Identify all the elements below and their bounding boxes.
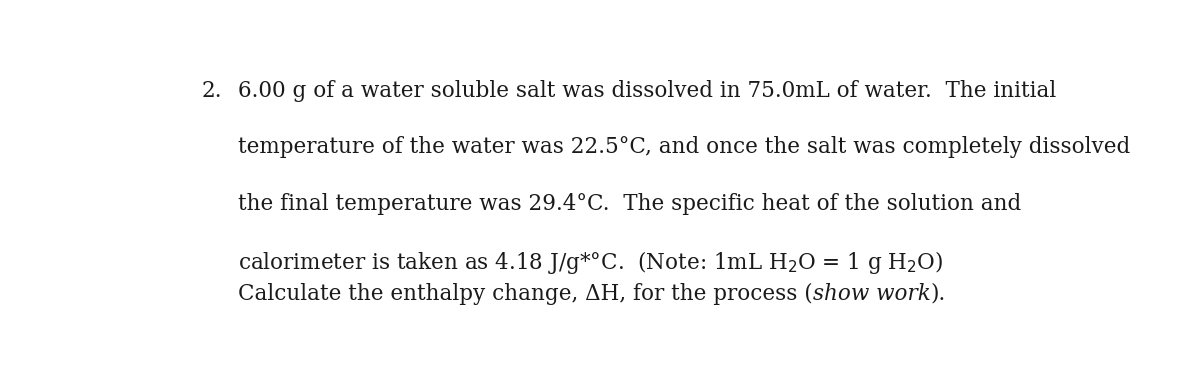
Text: calorimeter is taken as 4.18 J/g*°C.  (Note: 1mL H$_2$O = 1 g H$_2$O): calorimeter is taken as 4.18 J/g*°C. (No… [239, 249, 943, 276]
Text: 6.00 g of a water soluble salt was dissolved in 75.0mL of water.  The initial: 6.00 g of a water soluble salt was disso… [239, 80, 1056, 102]
Text: Calculate the enthalpy change, ΔH, for the process (: Calculate the enthalpy change, ΔH, for t… [239, 282, 812, 305]
Text: temperature of the water was 22.5°C, and once the salt was completely dissolved: temperature of the water was 22.5°C, and… [239, 136, 1130, 158]
Text: show work: show work [812, 282, 931, 305]
Text: the final temperature was 29.4°C.  The specific heat of the solution and: the final temperature was 29.4°C. The sp… [239, 193, 1021, 215]
Text: 2.: 2. [202, 80, 222, 102]
Text: ).: ). [931, 282, 946, 305]
